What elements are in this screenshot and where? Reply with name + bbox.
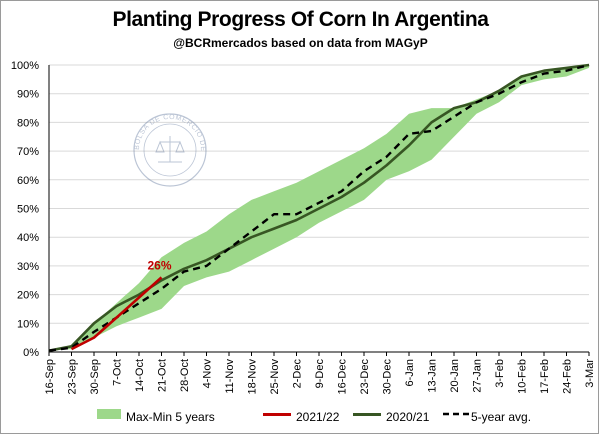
x-tick-label: 20-Jan [449, 359, 461, 393]
x-tick-label: 30-Sep [89, 359, 101, 394]
y-tick-label: 10% [17, 318, 39, 330]
x-tick-label: 3-Feb [494, 359, 506, 388]
legend-swatch-band [97, 409, 121, 419]
y-tick-label: 90% [17, 89, 39, 101]
annotation-label: 26% [147, 258, 171, 272]
y-tick-label: 50% [17, 204, 39, 216]
y-tick-label: 20% [17, 290, 39, 302]
y-tick-label: 70% [17, 146, 39, 158]
y-tick-label: 30% [17, 261, 39, 273]
x-tick-label: 9-Dec [314, 359, 326, 389]
x-tick-label: 7-Oct [112, 359, 124, 386]
x-tick-label: 4-Nov [202, 359, 214, 389]
x-tick-label: 3-Mar [584, 359, 596, 388]
x-tick-label: 25-Nov [269, 359, 281, 395]
legend-swatch-5yr-avg [443, 412, 469, 416]
x-tick-label: 27-Jan [472, 359, 484, 393]
x-tick-label: 10-Feb [517, 359, 529, 394]
x-tick-label: 23-Dec [359, 359, 371, 395]
y-tick-label: 80% [17, 117, 39, 129]
x-tick-label: 17-Feb [539, 359, 551, 394]
legend-swatch-2020-21 [353, 413, 381, 416]
x-tick-label: 11-Nov [224, 359, 236, 394]
x-tick-label: 24-Feb [562, 359, 574, 394]
legend-label-5yr-avg: 5-year avg. [471, 410, 532, 424]
legend-swatch-2021-22 [263, 413, 291, 416]
x-tick-label: 18-Nov [247, 359, 259, 395]
scales-icon [155, 136, 185, 163]
y-tick-label: 60% [17, 175, 39, 187]
chart-title: Planting Progress Of Corn In Argentina [112, 8, 489, 31]
watermark-outer-ring [133, 113, 207, 187]
x-tick-label: 13-Jan [427, 359, 439, 393]
legend-label-2020-21: 2020/21 [386, 410, 430, 424]
y-tick-label: 0% [23, 347, 39, 359]
y-tick-label: 100% [11, 60, 39, 72]
legend-label-band: Max-Min 5 years [126, 410, 215, 424]
line-5-year-avg [48, 63, 590, 352]
line-2020-21 [48, 63, 590, 352]
chart-legend: Max-Min 5 years 2021/22 2020/21 5-year a… [0, 404, 601, 430]
x-tick-label: 2-Dec [292, 359, 304, 389]
x-tick-label: 21-Oct [157, 359, 169, 392]
x-tick-label: 6-Jan [404, 359, 416, 387]
x-tick-label: 16-Sep [44, 359, 56, 394]
x-tick-label: 16-Dec [337, 359, 349, 395]
chart-subtitle: @BCRmercados based on data from MAGyP [173, 36, 428, 50]
line-2021-22 [70, 276, 163, 351]
legend-label-2021-22: 2021/22 [296, 410, 340, 424]
x-tick-label: 14-Oct [134, 359, 146, 392]
y-tick-label: 40% [17, 232, 39, 244]
x-tick-label: 23-Sep [67, 359, 79, 394]
x-tick-label: 30-Dec [382, 359, 394, 395]
x-tick-label: 28-Oct [179, 359, 191, 392]
watermark-inner-ring [143, 123, 197, 177]
